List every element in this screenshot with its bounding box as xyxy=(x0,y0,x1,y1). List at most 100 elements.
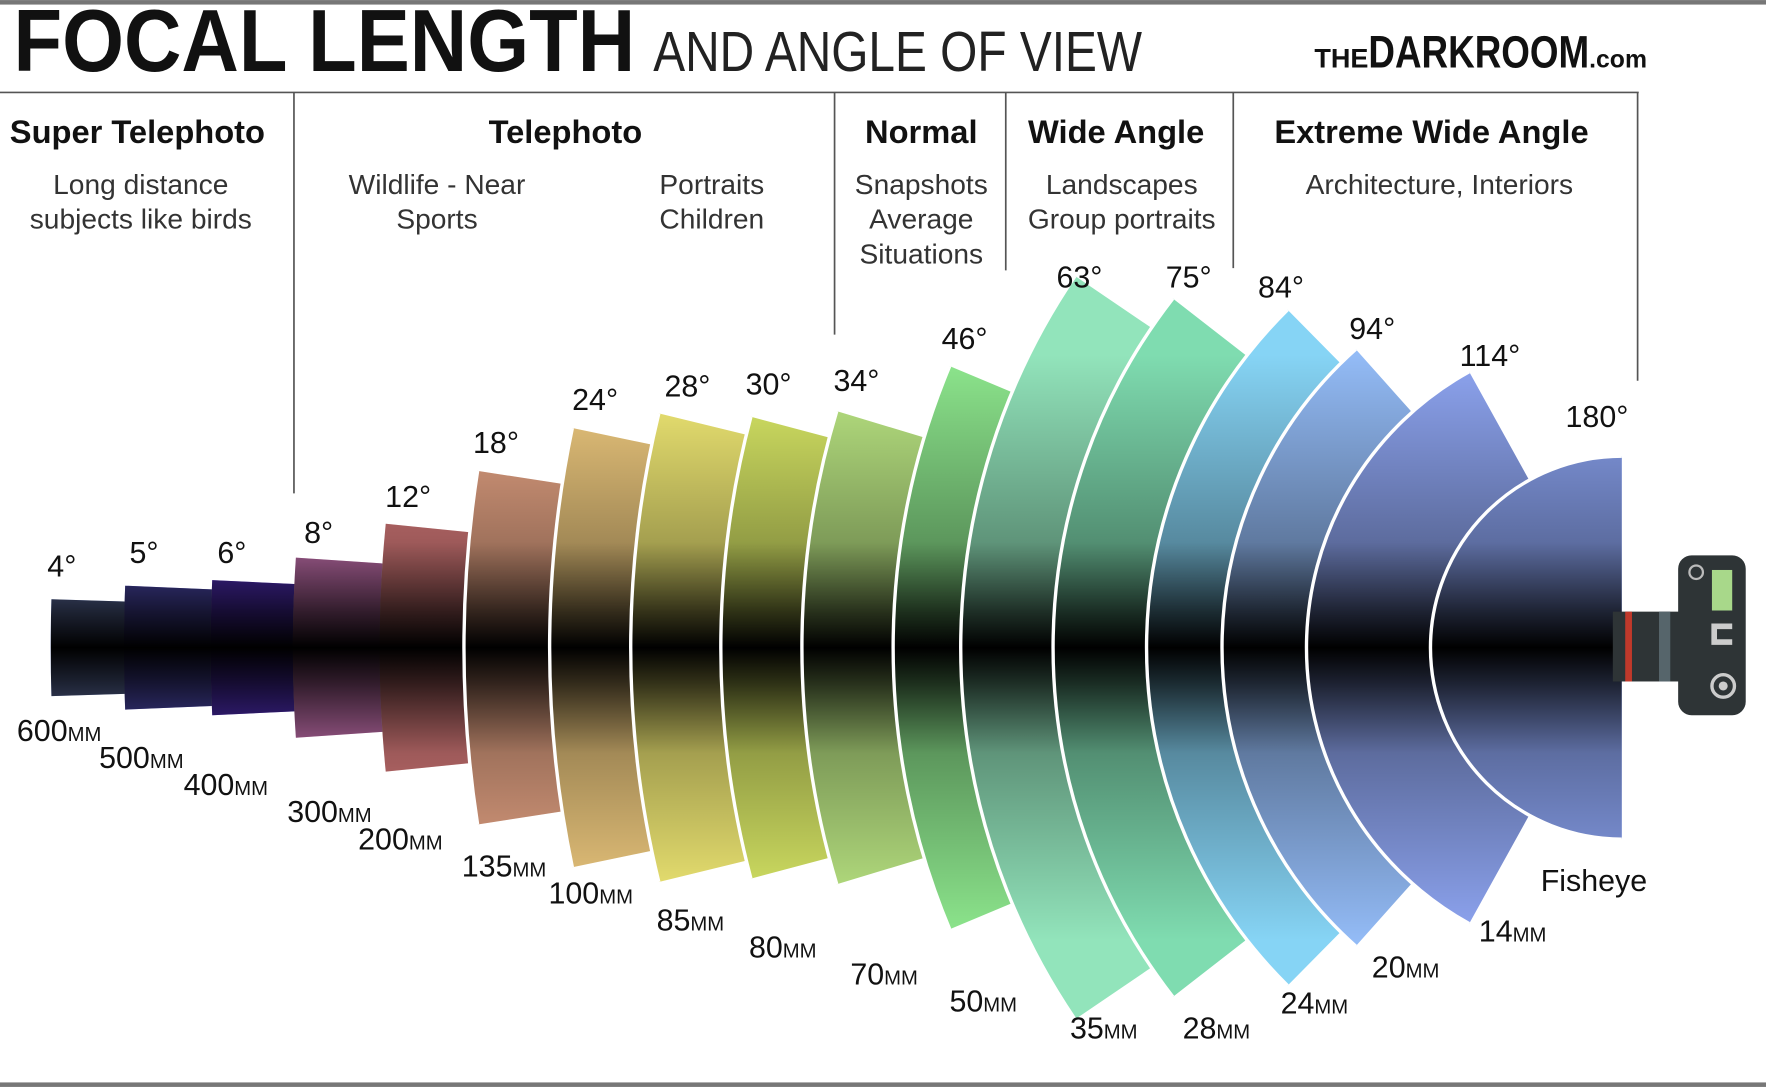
top-border xyxy=(0,0,1766,5)
angle-label: 18° xyxy=(473,426,519,460)
focal-unit: MM xyxy=(690,913,724,935)
angle-label: 94° xyxy=(1349,312,1395,346)
band-divider xyxy=(629,413,661,883)
focal-length-label: 300MM xyxy=(287,795,371,829)
focal-unit: MM xyxy=(1216,1021,1250,1043)
focal-value: 50 xyxy=(949,984,983,1018)
focal-length-label: 20MM xyxy=(1372,951,1440,985)
angle-label: 4° xyxy=(47,550,76,584)
category-title: Normal xyxy=(865,113,978,150)
focal-unit: MM xyxy=(1406,961,1440,983)
focal-value: 600 xyxy=(17,714,68,748)
focal-length-label: 85MM xyxy=(657,903,725,937)
angle-label: 75° xyxy=(1166,260,1212,294)
focal-value: 100 xyxy=(548,876,599,910)
band-divider xyxy=(959,275,1077,1021)
band-divider xyxy=(1051,297,1175,998)
angle-fan xyxy=(50,275,1622,1021)
angle-label: 28° xyxy=(665,370,711,404)
focal-unit: MM xyxy=(1104,1021,1138,1043)
band-divider xyxy=(719,416,753,879)
focal-length-label: 35MM xyxy=(1070,1011,1138,1045)
focal-value: 20 xyxy=(1372,951,1406,985)
brand-suffix: .com xyxy=(1589,47,1647,74)
angle-label: 30° xyxy=(746,367,792,401)
camera-button xyxy=(1711,623,1733,645)
focal-unit: MM xyxy=(338,805,372,827)
focal-value: 70 xyxy=(850,957,884,991)
angle-label: 46° xyxy=(942,322,988,356)
category-description: Average xyxy=(869,204,973,235)
focal-length-label: 28MM xyxy=(1183,1011,1251,1045)
category-description: Wildlife - Near xyxy=(349,169,526,200)
angle-label: 34° xyxy=(833,364,879,398)
category-description: subjects like birds xyxy=(30,204,252,235)
focal-value: 28 xyxy=(1183,1011,1217,1045)
category-description: Sports xyxy=(396,204,477,235)
focal-value: Fisheye xyxy=(1541,864,1647,898)
focal-value: 14 xyxy=(1479,915,1513,949)
band-divider xyxy=(462,470,480,825)
camera-screen xyxy=(1711,569,1733,611)
category-title: Extreme Wide Angle xyxy=(1274,113,1588,150)
angle-label: 84° xyxy=(1258,270,1304,304)
title: FOCAL LENGTH xyxy=(14,0,636,90)
angle-label: 114° xyxy=(1460,339,1521,373)
focal-length-label: 14MM xyxy=(1479,915,1547,949)
angle-label: 12° xyxy=(385,480,431,514)
focal-length-label: 50MM xyxy=(949,984,1017,1018)
center-shade xyxy=(50,354,1622,941)
focal-unit: MM xyxy=(150,751,184,773)
focal-length-label: 500MM xyxy=(99,741,183,775)
brand-name: DARKROOM xyxy=(1368,27,1589,78)
category-description: Children xyxy=(659,204,764,235)
band-divider xyxy=(891,365,952,930)
camera-icon xyxy=(1612,555,1746,716)
focal-length-label: 600MM xyxy=(17,714,101,748)
focal-length-label: 80MM xyxy=(749,930,817,964)
focal-unit: MM xyxy=(884,967,918,989)
focal-length-label: 24MM xyxy=(1281,987,1349,1021)
focal-length-label: 100MM xyxy=(548,876,632,910)
focal-unit: MM xyxy=(783,940,817,962)
focal-length-label: Fisheye xyxy=(1541,864,1647,898)
focal-value: 300 xyxy=(287,795,338,829)
lens-ring xyxy=(1625,611,1632,682)
focal-unit: MM xyxy=(234,778,268,800)
band-divider xyxy=(1220,347,1357,948)
category-description: Long distance xyxy=(53,169,228,200)
dividers xyxy=(0,91,1639,494)
band-divider xyxy=(1304,370,1470,926)
focal-value: 85 xyxy=(657,903,691,937)
angle-label: 63° xyxy=(1056,260,1102,294)
band-divider xyxy=(800,410,839,885)
focal-unit: MM xyxy=(599,886,633,908)
camera-dial xyxy=(1718,681,1728,691)
angle-label: 180° xyxy=(1566,400,1629,434)
focal-unit: MM xyxy=(512,859,546,881)
focal-length-label: 200MM xyxy=(358,822,442,856)
subtitle: AND ANGLE OF VIEW xyxy=(653,20,1142,83)
focal-unit: MM xyxy=(983,994,1017,1016)
category-description: Situations xyxy=(859,239,983,270)
band-divider xyxy=(1428,454,1622,841)
focal-value: 135 xyxy=(462,849,513,883)
labels: Super Telephoto Long distance subjects lik… xyxy=(10,113,1647,1045)
bottom-border xyxy=(0,1082,1766,1087)
focal-value: 35 xyxy=(1070,1011,1104,1045)
category-description: Architecture, Interiors xyxy=(1306,169,1573,200)
brand: THEDARKROOM.com xyxy=(1314,27,1647,78)
camera-dial xyxy=(1710,673,1737,699)
focal-value: 400 xyxy=(184,768,235,802)
angle-label: 8° xyxy=(304,516,333,550)
angle-label: 5° xyxy=(130,536,159,570)
focal-value: 500 xyxy=(99,741,150,775)
focal-unit: MM xyxy=(1513,925,1547,947)
category-title: Telephoto xyxy=(489,113,643,150)
brand-prefix: THE xyxy=(1314,44,1368,74)
camera-button xyxy=(1688,564,1705,581)
focal-value: 24 xyxy=(1281,987,1315,1021)
category-description: Landscapes xyxy=(1046,169,1198,200)
category-title: Super Telephoto xyxy=(10,113,265,150)
focal-unit: MM xyxy=(409,832,443,854)
